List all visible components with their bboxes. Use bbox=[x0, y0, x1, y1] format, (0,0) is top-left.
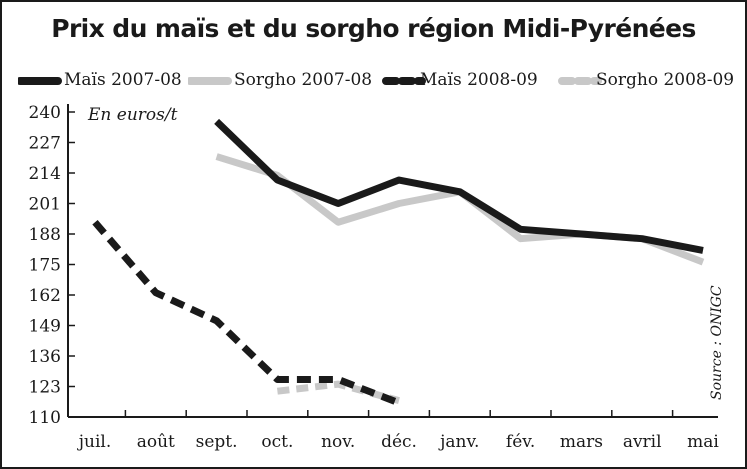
x-tick-label: mai bbox=[687, 432, 719, 452]
legend-label: Maïs 2007-08 bbox=[64, 70, 182, 90]
series-line-sorgho-2007-08 bbox=[215, 153, 705, 266]
legend-label: Sorgho 2008-09 bbox=[596, 70, 735, 90]
y-tick-label: 136 bbox=[29, 347, 61, 367]
x-tick-label: fév. bbox=[506, 432, 535, 452]
legend-swatch bbox=[382, 77, 426, 85]
y-tick-label: 175 bbox=[29, 256, 61, 276]
legend-swatch bbox=[188, 77, 232, 85]
x-tick-label: avril bbox=[623, 432, 662, 452]
x-tick-label: mars bbox=[560, 432, 603, 452]
x-tick-label: déc. bbox=[381, 432, 417, 452]
y-tick-label: 149 bbox=[29, 317, 61, 337]
legend-swatch bbox=[18, 77, 62, 85]
series-line-ma-s-2008-09 bbox=[92, 219, 401, 407]
x-tick-label: nov. bbox=[321, 432, 355, 452]
y-tick-label: 240 bbox=[29, 103, 61, 123]
y-tick-label: 110 bbox=[29, 408, 61, 428]
series-line-ma-s-2007-08 bbox=[214, 118, 704, 254]
y-tick-label: 227 bbox=[29, 134, 61, 154]
series-line-sorgho-2008-09 bbox=[276, 380, 400, 404]
y-unit-label: En euros/t bbox=[87, 105, 178, 125]
source-label: Source : ONIGC bbox=[709, 285, 725, 400]
chart-title: Prix du maïs et du sorgho région Midi-Py… bbox=[51, 14, 696, 43]
x-tick-label: juil. bbox=[77, 432, 112, 452]
legend-label: Sorgho 2007-08 bbox=[234, 70, 373, 90]
legend-swatch bbox=[558, 77, 602, 85]
y-tick-label: 162 bbox=[29, 286, 61, 306]
x-tick-label: août bbox=[137, 432, 175, 452]
y-tick-label: 201 bbox=[29, 195, 61, 215]
x-tick-label: oct. bbox=[261, 432, 293, 452]
y-tick-label: 214 bbox=[29, 164, 61, 184]
x-tick-label: janv. bbox=[438, 432, 479, 452]
x-tick-label: sept. bbox=[196, 432, 238, 452]
y-tick-label: 188 bbox=[29, 225, 61, 245]
y-tick-label: 123 bbox=[29, 378, 61, 398]
legend-label: Maïs 2008-09 bbox=[420, 70, 538, 90]
